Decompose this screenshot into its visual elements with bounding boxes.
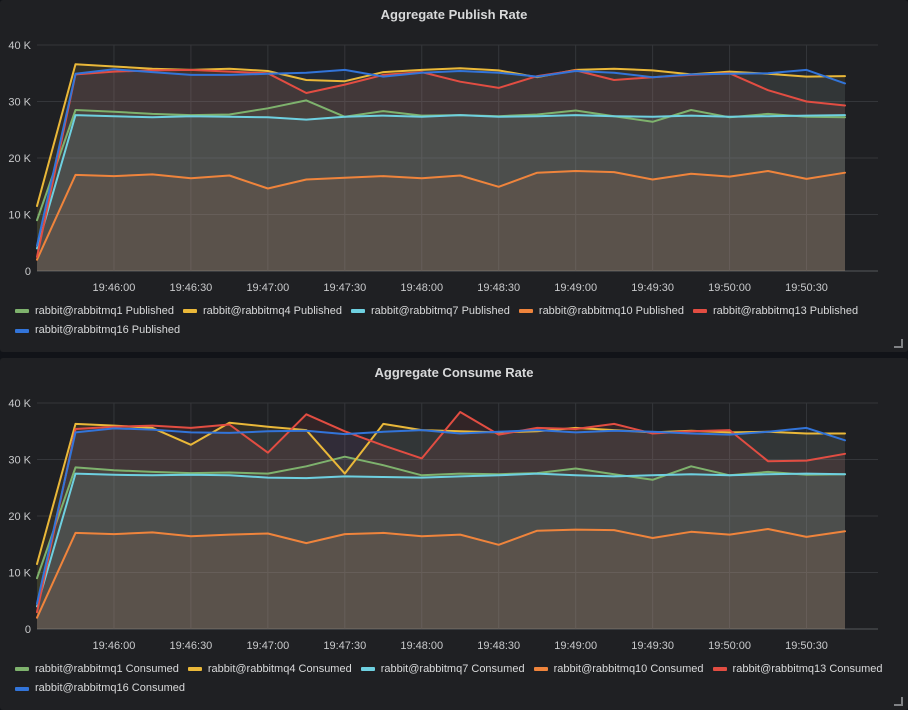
y-axis-tick-label: 10 K	[8, 568, 31, 580]
x-axis-tick-label: 19:47:30	[323, 640, 366, 652]
legend-label: rabbit@rabbitmq1 Published	[35, 304, 174, 317]
series-line[interactable]	[36, 528, 846, 619]
panel-aggregate-consume-rate: Aggregate Consume Rate 0 10 K 20 K 30 K 40 K…	[0, 358, 908, 710]
y-axis-tick-label: 0	[25, 624, 31, 636]
x-axis-tick-label: 19:49:30	[631, 640, 674, 652]
series-area	[37, 171, 845, 271]
x-axis-tick-label: 19:50:30	[785, 282, 828, 294]
series-area	[37, 473, 845, 629]
legend-label: rabbit@rabbitmq13 Published	[713, 304, 859, 317]
series-line[interactable]	[36, 472, 846, 608]
legend-item-4[interactable]: rabbit@rabbitmq10 Consumed	[533, 660, 704, 679]
y-axis-tick-label: 10 K	[8, 210, 31, 222]
legend-item-3[interactable]: rabbit@rabbitmq7 Published	[350, 302, 510, 321]
x-axis-tick-label: 19:47:00	[246, 282, 289, 294]
series-area	[37, 412, 845, 629]
series-area	[37, 422, 845, 629]
x-axis-tick-label: 19:48:30	[477, 640, 520, 652]
legend-swatch-icon	[533, 667, 548, 671]
x-axis-tick-label: 19:50:30	[785, 640, 828, 652]
legend-label: rabbit@rabbitmq10 Published	[538, 304, 684, 317]
series-line[interactable]	[36, 68, 846, 247]
legend-label: rabbit@rabbitmq4 Published	[202, 304, 342, 317]
x-axis-tick-label: 19:46:30	[169, 282, 212, 294]
y-axis-tick-label: 20 K	[8, 153, 31, 165]
series-area	[37, 100, 845, 272]
x-axis-tick-label: 19:47:00	[246, 640, 289, 652]
legend-item-2[interactable]: rabbit@rabbitmq4 Consumed	[187, 660, 352, 679]
panel-aggregate-publish-rate: Aggregate Publish Rate 0 10 K 20 K 30 K 40 K…	[0, 0, 908, 352]
series-line[interactable]	[36, 455, 846, 580]
y-axis-tick-label: 30 K	[8, 455, 31, 467]
legend-label: rabbit@rabbitmq16 Published	[35, 324, 181, 336]
x-axis-tick-label: 19:49:00	[554, 640, 597, 652]
legend-item-1[interactable]: rabbit@rabbitmq1 Published	[15, 302, 174, 321]
x-axis-tick-label: 19:50:00	[708, 640, 751, 652]
legend-swatch-icon	[15, 686, 29, 691]
legend-swatch-icon	[15, 309, 29, 313]
panel-title-consume[interactable]: Aggregate Consume Rate	[374, 365, 534, 380]
x-axis-tick-label: 19:48:00	[400, 282, 443, 294]
series-area	[37, 115, 845, 271]
series-line[interactable]	[36, 426, 846, 605]
legend-label: rabbit@rabbitmq1 Consumed	[35, 662, 179, 675]
legend-item-5[interactable]: rabbit@rabbitmq13 Published	[693, 302, 858, 321]
legend-swatch-icon	[360, 667, 375, 671]
series-line[interactable]	[36, 114, 846, 250]
legend-label: rabbit@rabbitmq7 Published	[370, 304, 510, 317]
series-area	[37, 456, 845, 629]
legend-item-1[interactable]: rabbit@rabbitmq1 Consumed	[15, 660, 179, 679]
legend-item-2[interactable]: rabbit@rabbitmq4 Published	[182, 302, 342, 321]
legend-swatch-icon	[182, 309, 197, 313]
x-axis-tick-label: 19:48:00	[400, 640, 443, 652]
y-axis-tick-label: 40 K	[8, 398, 31, 410]
legend-item-5[interactable]: rabbit@rabbitmq13 Consumed	[712, 660, 883, 679]
legend-item-6[interactable]: rabbit@rabbitmq16 Published	[15, 321, 180, 340]
legend-item-4[interactable]: rabbit@rabbitmq10 Published	[518, 302, 684, 321]
legend-swatch-icon	[15, 667, 29, 671]
consume-rate-chart[interactable]: 0 10 K 20 K 30 K 40 K 19:46:00 19:46:30 19:47:0…	[0, 358, 908, 658]
panel-resize-handle-icon[interactable]	[894, 697, 903, 706]
y-axis-tick-label: 30 K	[8, 97, 31, 109]
legend-swatch-icon	[518, 309, 533, 313]
legend-label: rabbit@rabbitmq16 Consumed	[35, 682, 185, 694]
legend-item-3[interactable]: rabbit@rabbitmq7 Consumed	[360, 660, 525, 679]
legend-swatch-icon	[187, 667, 202, 671]
y-axis-tick-label: 0	[25, 266, 31, 278]
panel-resize-handle-icon[interactable]	[894, 339, 903, 348]
publish-rate-chart[interactable]: 0 10 K 20 K 30 K 40 K 19:46:00 19:46:30 19:47:0…	[0, 0, 908, 300]
x-axis-tick-label: 19:49:00	[554, 282, 597, 294]
x-axis-tick-label: 19:46:30	[169, 640, 212, 652]
x-axis-tick-label: 19:47:30	[323, 282, 366, 294]
series-area	[37, 69, 845, 271]
legend-label: rabbit@rabbitmq7 Consumed	[380, 662, 525, 675]
consume-legend: rabbit@rabbitmq1 Consumed rabbit@rabbitmq…	[15, 659, 896, 698]
x-axis-tick-label: 19:49:30	[631, 282, 674, 294]
legend-label: rabbit@rabbitmq4 Consumed	[207, 662, 352, 675]
series-line[interactable]	[36, 170, 846, 261]
y-axis-tick-label: 40 K	[8, 40, 31, 52]
series-line[interactable]	[36, 411, 846, 614]
legend-label: rabbit@rabbitmq10 Consumed	[553, 662, 704, 675]
x-axis-tick-label: 19:48:30	[477, 282, 520, 294]
x-axis-tick-label: 19:50:00	[708, 282, 751, 294]
x-axis-tick-label: 19:46:00	[93, 640, 136, 652]
series-area	[37, 529, 845, 629]
legend-label: rabbit@rabbitmq13 Consumed	[732, 662, 883, 675]
legend-swatch-icon	[350, 309, 365, 313]
legend-swatch-icon	[712, 667, 727, 671]
panel-title-publish[interactable]: Aggregate Publish Rate	[380, 7, 528, 22]
x-axis-tick-label: 19:46:00	[93, 282, 136, 294]
publish-legend: rabbit@rabbitmq1 Published rabbit@rabbitm…	[15, 301, 896, 340]
y-axis-tick-label: 20 K	[8, 511, 31, 523]
legend-item-6[interactable]: rabbit@rabbitmq16 Consumed	[15, 679, 185, 698]
legend-swatch-icon	[15, 328, 29, 333]
legend-swatch-icon	[693, 309, 707, 313]
series-area	[37, 427, 845, 629]
